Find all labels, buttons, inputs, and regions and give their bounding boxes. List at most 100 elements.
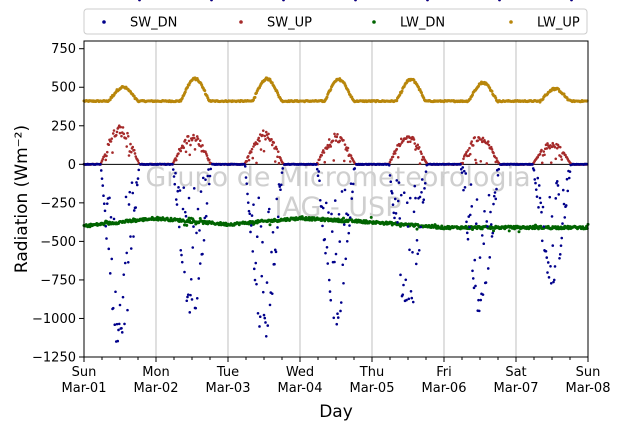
data-point — [321, 224, 324, 228]
data-point — [361, 221, 365, 225]
data-point — [496, 174, 500, 177]
data-point — [318, 158, 321, 161]
data-point — [176, 189, 180, 193]
data-point — [258, 325, 261, 328]
data-point — [336, 132, 339, 136]
data-point — [396, 199, 400, 203]
data-point — [183, 90, 187, 94]
data-point — [270, 138, 273, 141]
data-point — [256, 312, 260, 315]
y-tick-label: 750 — [51, 42, 76, 57]
data-point — [185, 299, 189, 303]
data-point — [434, 224, 438, 228]
data-point — [494, 96, 498, 100]
data-point — [186, 295, 189, 299]
data-point — [406, 140, 410, 144]
data-point — [405, 298, 408, 302]
data-point — [177, 186, 180, 189]
data-point — [172, 175, 176, 178]
data-point — [408, 140, 412, 144]
data-point — [183, 223, 186, 227]
data-point — [181, 207, 185, 211]
data-point — [192, 225, 195, 228]
data-point — [347, 231, 351, 235]
data-point — [546, 271, 549, 274]
data-point — [419, 225, 423, 229]
data-point — [118, 131, 122, 135]
data-point — [327, 211, 330, 214]
data-point — [471, 277, 475, 280]
y-tick-label: −500 — [40, 235, 76, 250]
data-point — [406, 225, 410, 228]
x-tick-date: Mar-07 — [494, 381, 539, 396]
data-point — [411, 300, 415, 304]
x-tick-date: Mar-05 — [350, 381, 395, 396]
data-point — [126, 131, 129, 135]
data-point — [124, 137, 128, 140]
data-point — [261, 240, 264, 244]
data-point — [255, 282, 258, 286]
data-point — [205, 154, 209, 157]
data-point — [207, 182, 211, 186]
data-point — [131, 145, 135, 149]
data-point — [549, 265, 552, 268]
data-point — [476, 139, 480, 142]
data-point — [197, 277, 201, 280]
data-point — [192, 136, 196, 140]
data-point — [276, 150, 280, 153]
data-point — [492, 151, 495, 155]
data-point — [191, 246, 195, 249]
data-point — [115, 322, 119, 326]
data-point — [480, 138, 483, 141]
data-point — [459, 167, 463, 171]
data-point — [567, 176, 571, 180]
data-point — [489, 210, 492, 214]
data-point — [326, 262, 330, 265]
data-point — [267, 132, 270, 136]
data-point — [259, 148, 263, 151]
data-point — [554, 157, 558, 161]
data-point — [474, 222, 478, 226]
data-point — [195, 135, 199, 138]
legend-marker — [239, 20, 243, 24]
data-point — [276, 215, 280, 219]
data-point — [342, 281, 345, 285]
data-point — [556, 184, 560, 187]
data-point — [345, 149, 349, 152]
data-point — [263, 134, 267, 138]
data-point — [551, 244, 555, 247]
data-point — [123, 322, 126, 326]
data-point — [466, 237, 470, 241]
data-point — [112, 217, 116, 221]
legend: SW_DN SW_UP LW_DN LW_UP — [83, 8, 588, 35]
data-point — [102, 194, 105, 198]
data-point — [247, 209, 251, 213]
data-point — [101, 157, 105, 161]
data-point — [341, 263, 345, 267]
data-point — [208, 174, 212, 178]
data-point — [327, 278, 331, 282]
data-point — [246, 192, 249, 196]
data-point — [487, 193, 491, 197]
data-point — [189, 143, 192, 147]
data-point — [334, 252, 338, 256]
data-point — [354, 0, 357, 2]
data-point — [282, 0, 285, 2]
data-point — [471, 144, 475, 147]
data-point — [110, 257, 114, 261]
data-point — [559, 244, 563, 247]
data-point — [332, 159, 336, 162]
data-point — [562, 202, 566, 206]
data-point — [543, 153, 546, 157]
data-point — [346, 213, 350, 217]
data-point — [492, 194, 496, 198]
data-point — [411, 250, 414, 254]
data-point — [490, 148, 494, 151]
data-point — [315, 167, 319, 171]
data-point — [397, 181, 401, 184]
data-point — [177, 152, 180, 155]
data-point — [566, 189, 570, 193]
data-point — [418, 162, 422, 165]
data-point — [490, 89, 494, 93]
data-point — [393, 197, 397, 201]
